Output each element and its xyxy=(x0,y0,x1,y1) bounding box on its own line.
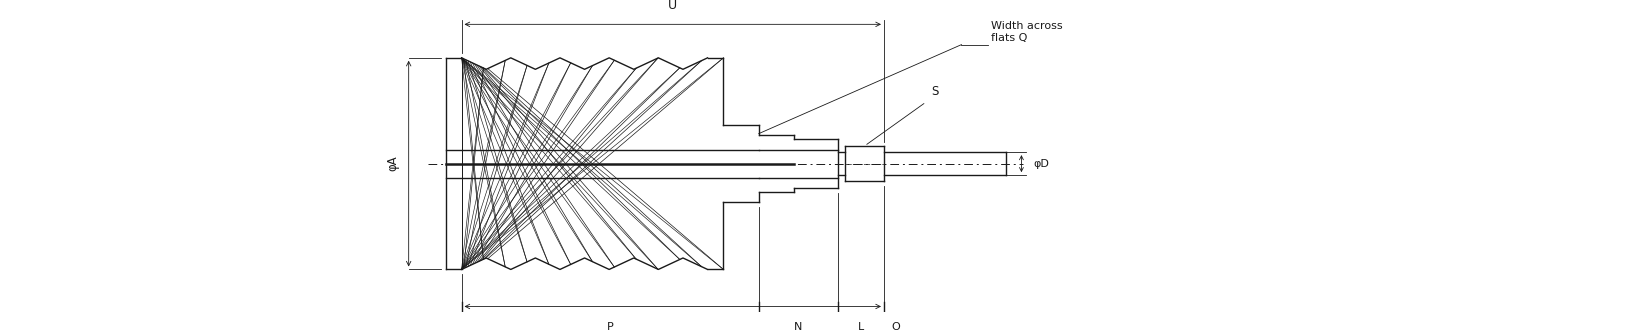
Text: N: N xyxy=(794,322,802,331)
Text: φD: φD xyxy=(1034,159,1049,168)
Text: O: O xyxy=(893,322,901,331)
Text: U: U xyxy=(669,0,677,12)
Text: P: P xyxy=(606,322,614,331)
Text: Width across
flats Q: Width across flats Q xyxy=(991,21,1062,43)
Text: S: S xyxy=(932,85,939,98)
Text: φA: φA xyxy=(387,156,399,171)
Text: L: L xyxy=(858,322,865,331)
